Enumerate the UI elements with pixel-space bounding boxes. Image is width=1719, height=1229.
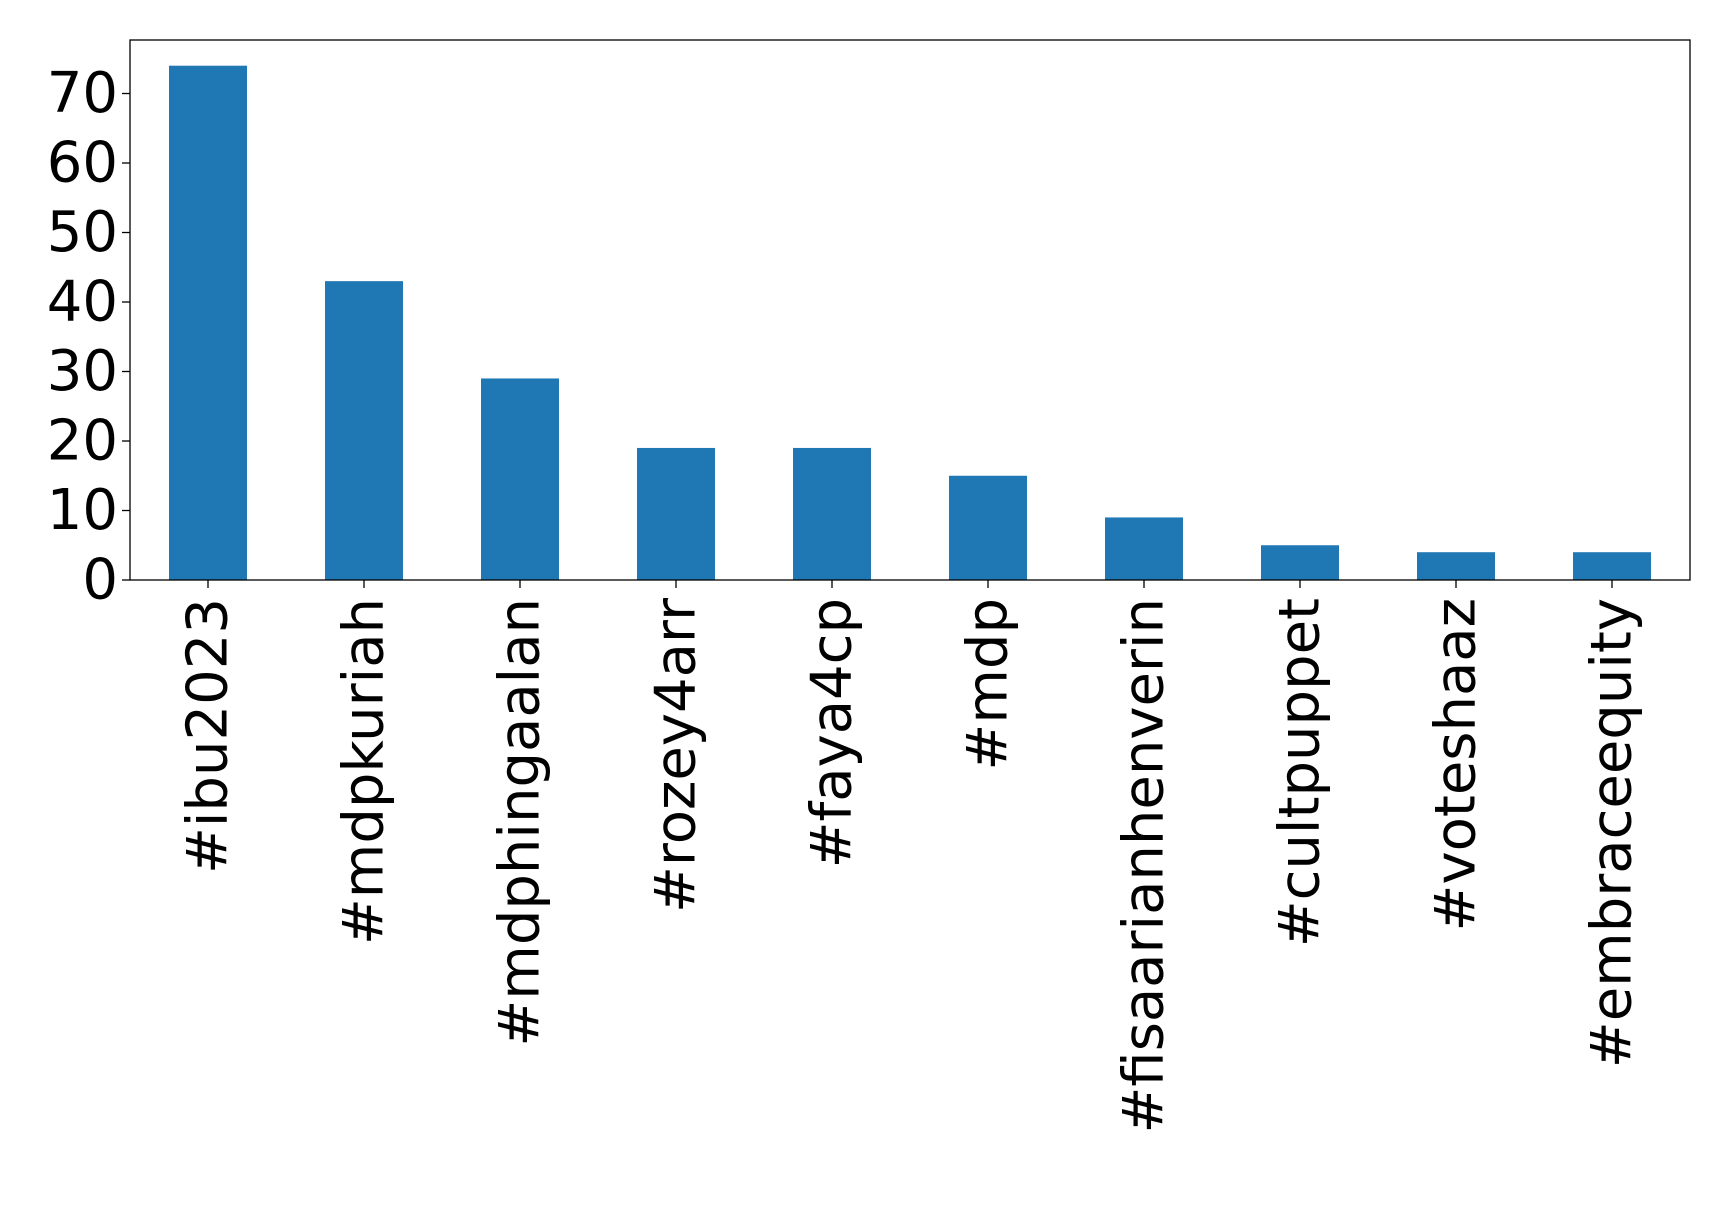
x-tick-label: #rozey4arr	[644, 597, 709, 913]
x-tick-label: #mdphingaalan	[488, 598, 553, 1047]
bar-embraceequity	[1573, 552, 1651, 580]
bar-rozey4arr	[637, 447, 715, 580]
y-tick-label: 0	[82, 548, 118, 613]
y-tick-label: 40	[47, 270, 118, 335]
y-tick-label: 30	[47, 339, 118, 404]
bar-mdphingaalan	[481, 378, 559, 580]
x-tick-label: #voteshaaz	[1424, 598, 1489, 931]
y-tick-label: 10	[47, 478, 118, 543]
y-tick-label: 70	[47, 61, 118, 126]
bar-voteshaaz	[1417, 552, 1495, 580]
x-tick-label: #faya4cp	[800, 598, 865, 868]
bar-cultpuppet	[1261, 545, 1339, 580]
y-tick-label: 60	[47, 131, 118, 196]
bar-faya4cp	[793, 447, 871, 580]
x-tick-label: #ibu2023	[176, 598, 241, 874]
bar-mdp	[949, 475, 1027, 580]
bar-fisaarianhenverin	[1105, 517, 1183, 580]
bar-mdpkuriah	[325, 281, 403, 580]
x-tick-label: #mdpkuriah	[332, 598, 397, 945]
x-axis: #ibu2023 #mdpkuriah #mdphingaalan #rozey4ar…	[176, 580, 1645, 1134]
bar-ibu2023	[169, 65, 247, 580]
plot-area-frame	[129, 39, 1691, 581]
x-tick-label: #cultpuppet	[1268, 598, 1333, 947]
x-tick-label: #mdp	[956, 598, 1021, 771]
x-tick-label: #fisaarianhenverin	[1112, 598, 1177, 1134]
bars-layer	[169, 65, 1651, 580]
y-tick-label: 20	[47, 409, 118, 474]
x-tick-label: #embraceequity	[1580, 598, 1645, 1068]
y-tick-label: 50	[47, 200, 118, 265]
